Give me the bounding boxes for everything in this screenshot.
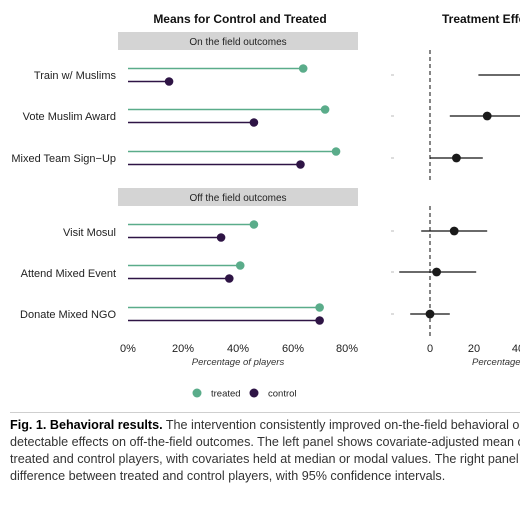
caption-line: Fig. 1. Behavioral results. The interven… xyxy=(10,417,520,434)
effect-estimate-point xyxy=(449,226,459,236)
means-marks xyxy=(128,64,341,325)
caption-text: The intervention consistently improved o… xyxy=(165,418,520,432)
legend-label-control: control xyxy=(268,389,297,400)
effect-estimate-point xyxy=(425,309,435,319)
figure-caption: Fig. 1. Behavioral results. The interven… xyxy=(10,412,520,507)
legend-key-control xyxy=(249,388,259,398)
effect-x-tick-label: 0 xyxy=(427,343,433,355)
facet-label-off-field: Off the field outcomes xyxy=(189,193,286,204)
category-label: Visit Mosul xyxy=(63,227,116,239)
behavioral-results-figure: Means for Control and Treated Treatment … xyxy=(11,12,520,400)
caption-line: difference between treated and control p… xyxy=(10,469,446,483)
category-label: Donate Mixed NGO xyxy=(20,309,116,321)
treated-point xyxy=(249,220,259,229)
x-axis-label: Percentage of players xyxy=(192,357,285,368)
x-tick-label: 40% xyxy=(227,343,249,355)
category-label: Vote Muslim Award xyxy=(23,111,116,123)
right-panel-title: Treatment Effe xyxy=(442,12,520,26)
control-point xyxy=(224,274,234,283)
legend-key-treated xyxy=(192,388,202,398)
category-label: Attend Mixed Event xyxy=(21,268,116,280)
treated-point xyxy=(235,261,245,270)
category-label: Train w/ Muslims xyxy=(34,70,117,82)
treated-point xyxy=(331,147,341,156)
effect-estimate-point xyxy=(482,111,492,121)
treated-point xyxy=(315,303,324,312)
caption-lead: Fig. 1. Behavioral results. xyxy=(10,418,163,432)
control-point xyxy=(164,77,174,86)
control-point xyxy=(315,316,324,325)
effect-x-tick-label: 40 xyxy=(512,343,520,355)
facet-label-on-field: On the field outcomes xyxy=(189,37,286,48)
effects-marks xyxy=(391,50,520,338)
treated-point xyxy=(298,64,308,73)
caption-line: treated and control players, with covari… xyxy=(10,452,520,466)
facet-strip-off-field xyxy=(118,188,358,206)
x-tick-label: 0% xyxy=(120,343,136,355)
treated-point xyxy=(320,105,330,114)
effect-estimate-point xyxy=(452,153,461,163)
effect-x-tick-label: 20 xyxy=(468,343,480,355)
left-panel-title: Means for Control and Treated xyxy=(153,12,326,26)
control-point xyxy=(249,118,259,127)
x-tick-label: 80% xyxy=(336,343,358,355)
control-point xyxy=(216,233,226,242)
effect-x-axis-label: Percentage xyxy=(472,357,520,368)
x-tick-label: 20% xyxy=(172,343,194,355)
caption-line: detectable effects on off-the-field outc… xyxy=(10,435,520,449)
legend-label-treated: treated xyxy=(211,389,241,400)
facet-strip-on-field xyxy=(118,32,358,50)
effect-estimate-point xyxy=(432,267,441,277)
control-point xyxy=(296,160,305,169)
category-label: Mixed Team Sign−Up xyxy=(11,153,116,165)
x-tick-label: 60% xyxy=(282,343,304,355)
